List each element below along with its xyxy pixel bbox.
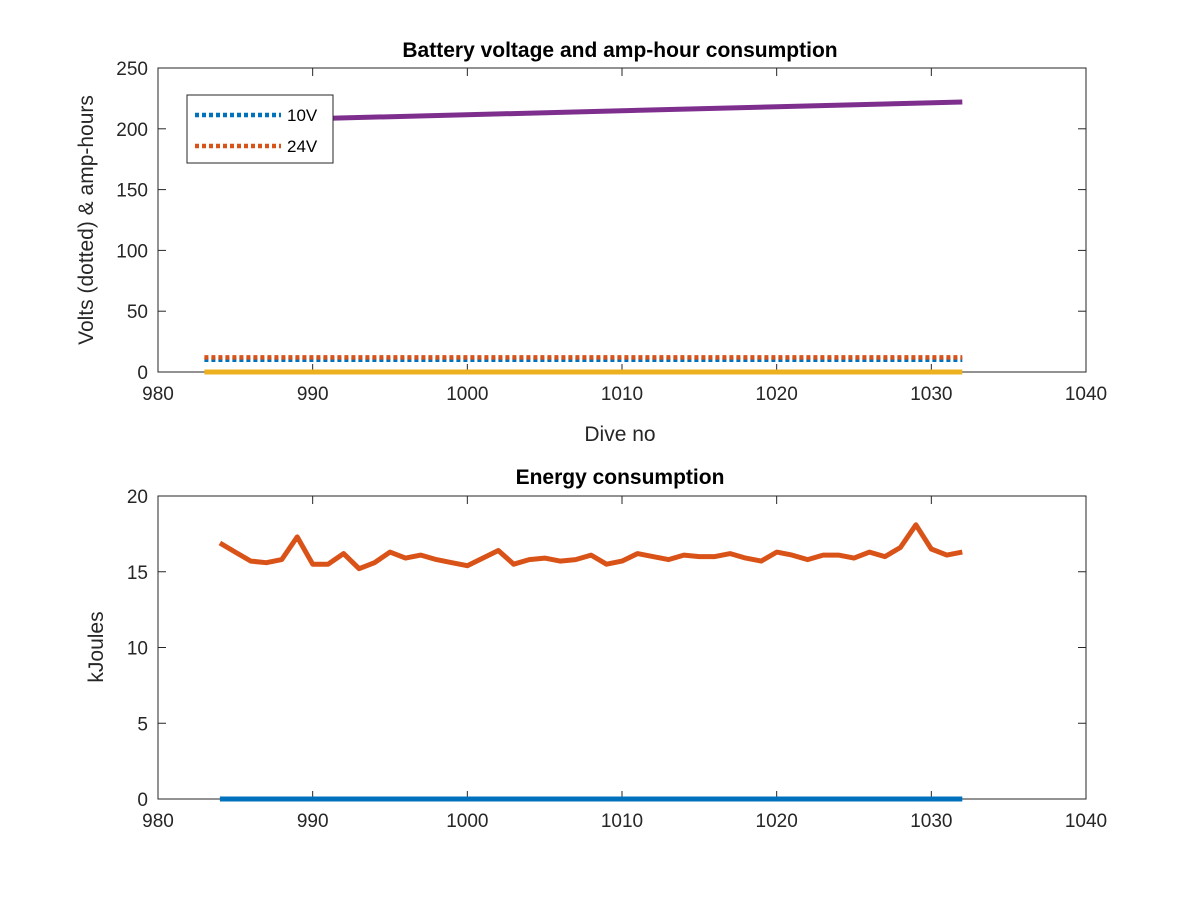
y-tick-label: 150: [116, 181, 148, 202]
plot-area: [157, 67, 1087, 373]
x-tick-label: 1030: [910, 384, 952, 405]
y-tick-label: 100: [116, 241, 148, 262]
y-tick-label: 0: [137, 790, 148, 811]
x-tick-label: 1030: [910, 811, 952, 832]
y-tick-label: 20: [127, 487, 148, 508]
y-tick-label: 10: [127, 639, 148, 660]
x-tick-label: 1040: [1065, 811, 1107, 832]
x-tick-label: 990: [297, 811, 329, 832]
chart-battery-voltage: Battery voltage and amp-hour consumption…: [75, 39, 1107, 446]
x-tick-label: 1000: [446, 384, 488, 405]
x-axis-label: Dive no: [584, 423, 655, 446]
y-tick-label: 50: [127, 302, 148, 323]
chart-title: Battery voltage and amp-hour consumption: [402, 39, 837, 62]
x-tick-label: 1000: [446, 811, 488, 832]
x-tick-label: 1040: [1065, 384, 1107, 405]
legend-label: 24V: [287, 137, 318, 156]
y-axis-label: Volts (dotted) & amp-hours: [75, 95, 98, 345]
y-tick-label: 0: [137, 363, 148, 384]
legend-box: [186, 94, 334, 164]
y-tick-label: 250: [116, 59, 148, 80]
series-line-1: [218, 522, 963, 572]
y-axis-label: kJoules: [85, 611, 108, 682]
y-tick-label: 15: [127, 563, 148, 584]
legend-label: 10V: [287, 106, 318, 125]
y-tick-label: 5: [137, 714, 148, 735]
x-tick-label: 980: [142, 811, 174, 832]
x-tick-label: 1020: [756, 811, 798, 832]
x-tick-label: 1010: [601, 811, 643, 832]
y-tick-label: 200: [116, 120, 148, 141]
x-tick-label: 980: [142, 384, 174, 405]
chart-title: Energy consumption: [516, 466, 725, 489]
x-tick-label: 990: [297, 384, 329, 405]
chart-energy-consumption: Energy consumption kJoules 980 990 1000 101…: [85, 466, 1107, 832]
x-tick-label: 1010: [601, 384, 643, 405]
x-tick-label: 1020: [756, 384, 798, 405]
